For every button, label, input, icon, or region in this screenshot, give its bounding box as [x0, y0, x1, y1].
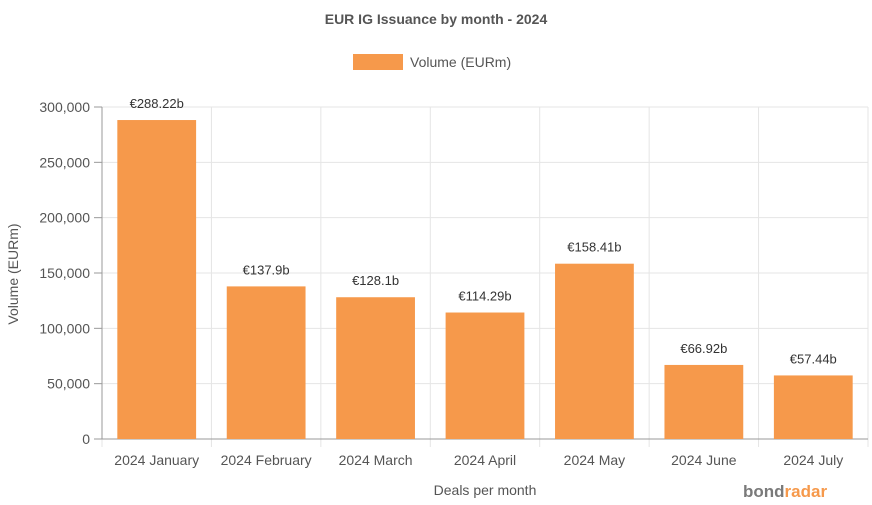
bar-value-label: €137.9b	[243, 262, 290, 277]
bar[interactable]	[117, 120, 197, 439]
x-axis-label: Deals per month	[434, 482, 537, 498]
y-tick-label: 100,000	[39, 320, 90, 336]
legend-label: Volume (EURm)	[410, 54, 511, 70]
logo-radar-text: radar	[785, 482, 828, 501]
chart-title: EUR IG Issuance by month - 2024	[325, 11, 548, 27]
bar[interactable]	[336, 297, 415, 439]
data-labels: €288.22b €137.9b €128.1b €114.29b €158.41b €6…	[130, 96, 837, 366]
x-tick-label: 2024 June	[671, 452, 737, 468]
x-tick-label: 2024 July	[783, 452, 843, 468]
x-axis-ticks: 2024 January 2024 February 2024 March 2024 …	[114, 452, 843, 468]
y-tick-label: 50,000	[47, 376, 90, 392]
y-axis-ticks: 0 50,000 100,000 150,000 200,000 250,000 300,0…	[39, 99, 102, 447]
legend[interactable]: Volume (EURm)	[353, 54, 511, 70]
x-tick-label: 2024 January	[114, 452, 199, 468]
x-tick-label: 2024 February	[221, 452, 312, 468]
bar-value-label: €66.92b	[680, 341, 727, 356]
bar-value-label: €57.44b	[790, 351, 837, 366]
y-tick-label: 0	[82, 431, 90, 447]
bar[interactable]	[664, 364, 744, 439]
bar-value-label: €114.29b	[458, 289, 511, 304]
y-tick-label: 250,000	[39, 154, 90, 170]
legend-swatch	[353, 54, 403, 70]
y-tick-label: 300,000	[39, 99, 90, 115]
bar-value-label: €288.22b	[130, 96, 184, 111]
y-axis-label: Volume (EURm)	[5, 223, 21, 324]
logo-bond-text: bond	[743, 482, 785, 501]
bar[interactable]	[226, 286, 306, 439]
x-tick-label: 2024 April	[454, 452, 516, 468]
bar[interactable]	[555, 263, 634, 439]
y-tick-label: 150,000	[39, 265, 90, 281]
y-tick-label: 200,000	[39, 210, 90, 226]
bar[interactable]	[773, 375, 853, 439]
x-tick-label: 2024 May	[564, 452, 625, 468]
bar-value-label: €128.1b	[352, 273, 399, 288]
bar[interactable]	[445, 312, 525, 439]
bar-value-label: €158.41b	[567, 240, 621, 255]
svg-text:bondradar: bondradar	[743, 482, 827, 501]
bars	[117, 120, 853, 439]
x-tick-label: 2024 March	[339, 452, 413, 468]
bondradar-logo: bondradar	[743, 482, 827, 501]
